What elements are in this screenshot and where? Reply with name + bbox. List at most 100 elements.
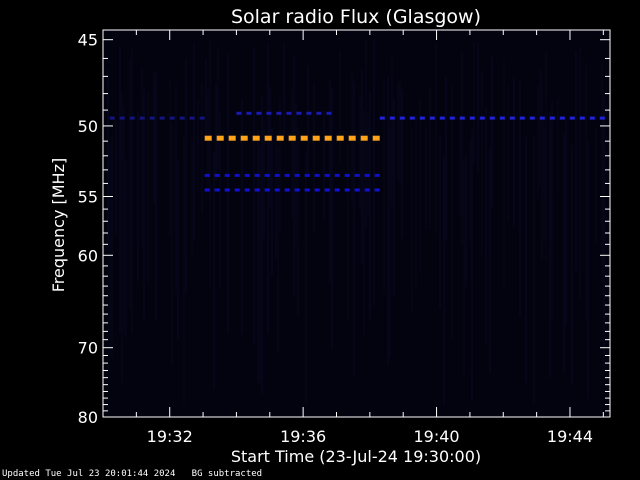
band-dash (204, 135, 212, 141)
y-axis-label: Frequency [MHz] (49, 158, 68, 292)
band-dash (244, 173, 250, 177)
band-dash (236, 111, 242, 115)
band-dash (344, 173, 350, 177)
band-dash (479, 116, 485, 120)
chart-title: Solar radio Flux (Glasgow) (231, 6, 481, 28)
band-dash (276, 111, 282, 115)
band-dash (399, 116, 405, 120)
band-dash (324, 135, 332, 141)
band-dash (489, 116, 495, 120)
y-tick-label: 80 (78, 408, 98, 427)
band-50.8 (204, 135, 380, 141)
band-dash (119, 116, 125, 120)
band-dash (252, 135, 260, 141)
axes: 45 50 55 60 70 80 19:32 19:36 19:40 19:44 (78, 29, 611, 446)
band-dash (314, 188, 320, 192)
band-dash (304, 173, 310, 177)
band-dash (499, 116, 505, 120)
band-dash (312, 135, 320, 141)
band-dash (139, 116, 145, 120)
x-axis-label: Start Time (23-Jul-24 19:30:00) (231, 447, 481, 466)
band-dash (296, 111, 302, 115)
band-54.5 (204, 188, 380, 192)
band-dash (216, 135, 224, 141)
band-dash (169, 116, 175, 120)
band-dash (199, 116, 205, 120)
band-dash (284, 188, 290, 192)
band-dash (224, 173, 230, 177)
band-dash (509, 116, 515, 120)
band-dash (204, 188, 210, 192)
x-tick-label: 19:36 (280, 427, 326, 446)
band-dash (389, 116, 395, 120)
band-dash (228, 135, 236, 141)
band-dash (469, 116, 475, 120)
band-dash (294, 188, 300, 192)
band-dash (364, 188, 370, 192)
band-dash (429, 116, 435, 120)
plot-frame (102, 29, 611, 418)
band-dash (409, 116, 415, 120)
y-tick-label: 55 (78, 187, 98, 206)
band-dash (599, 116, 605, 120)
footer-status: Updated Tue Jul 23 20:01:44 2024 BG subt… (2, 469, 262, 479)
band-dash (274, 188, 280, 192)
band-dash (374, 173, 380, 177)
band-dash (348, 135, 356, 141)
band-dash (129, 116, 135, 120)
band-dash (324, 188, 330, 192)
band-dash (159, 116, 165, 120)
band-49.2-mid (236, 111, 332, 115)
band-dash (324, 173, 330, 177)
band-dash (529, 116, 535, 120)
band-dash (459, 116, 465, 120)
band-dash (364, 173, 370, 177)
band-dash (379, 116, 385, 120)
band-dash (549, 116, 555, 120)
band-dash (300, 135, 308, 141)
band-dash (264, 188, 270, 192)
band-dash (234, 188, 240, 192)
band-dash (372, 135, 380, 141)
x-tick-label: 19:44 (547, 427, 593, 446)
band-dash (109, 116, 115, 120)
footer-note: BG subtracted (191, 469, 263, 479)
footer-updated: Updated Tue Jul 23 20:01:44 2024 (2, 469, 176, 479)
y-tick-label: 50 (78, 117, 98, 136)
band-dash (306, 111, 312, 115)
band-dash (240, 135, 248, 141)
band-dash (439, 116, 445, 120)
band-53.4 (204, 173, 380, 177)
band-dash (326, 111, 332, 115)
x-tick-label: 19:32 (147, 427, 193, 446)
band-dash (284, 173, 290, 177)
band-dash (354, 173, 360, 177)
band-dash (214, 188, 220, 192)
band-dash (304, 188, 310, 192)
band-dash (256, 111, 262, 115)
band-49.5-early (109, 116, 205, 120)
band-dash (294, 173, 300, 177)
band-dash (579, 116, 585, 120)
band-dash (286, 111, 292, 115)
band-dash (288, 135, 296, 141)
band-dash (519, 116, 525, 120)
band-dash (360, 135, 368, 141)
band-dash (276, 135, 284, 141)
y-tick-label: 60 (78, 246, 98, 265)
band-dash (214, 173, 220, 177)
band-dash (264, 135, 272, 141)
band-dash (266, 111, 272, 115)
band-dash (354, 188, 360, 192)
band-dash (274, 173, 280, 177)
y-tick-label: 45 (78, 31, 98, 50)
band-dash (334, 173, 340, 177)
band-dash (314, 173, 320, 177)
y-tick-label: 70 (78, 339, 98, 358)
band-dash (449, 116, 455, 120)
band-dash (316, 111, 322, 115)
band-dash (234, 173, 240, 177)
band-dash (419, 116, 425, 120)
band-dash (254, 188, 260, 192)
band-dash (254, 173, 260, 177)
